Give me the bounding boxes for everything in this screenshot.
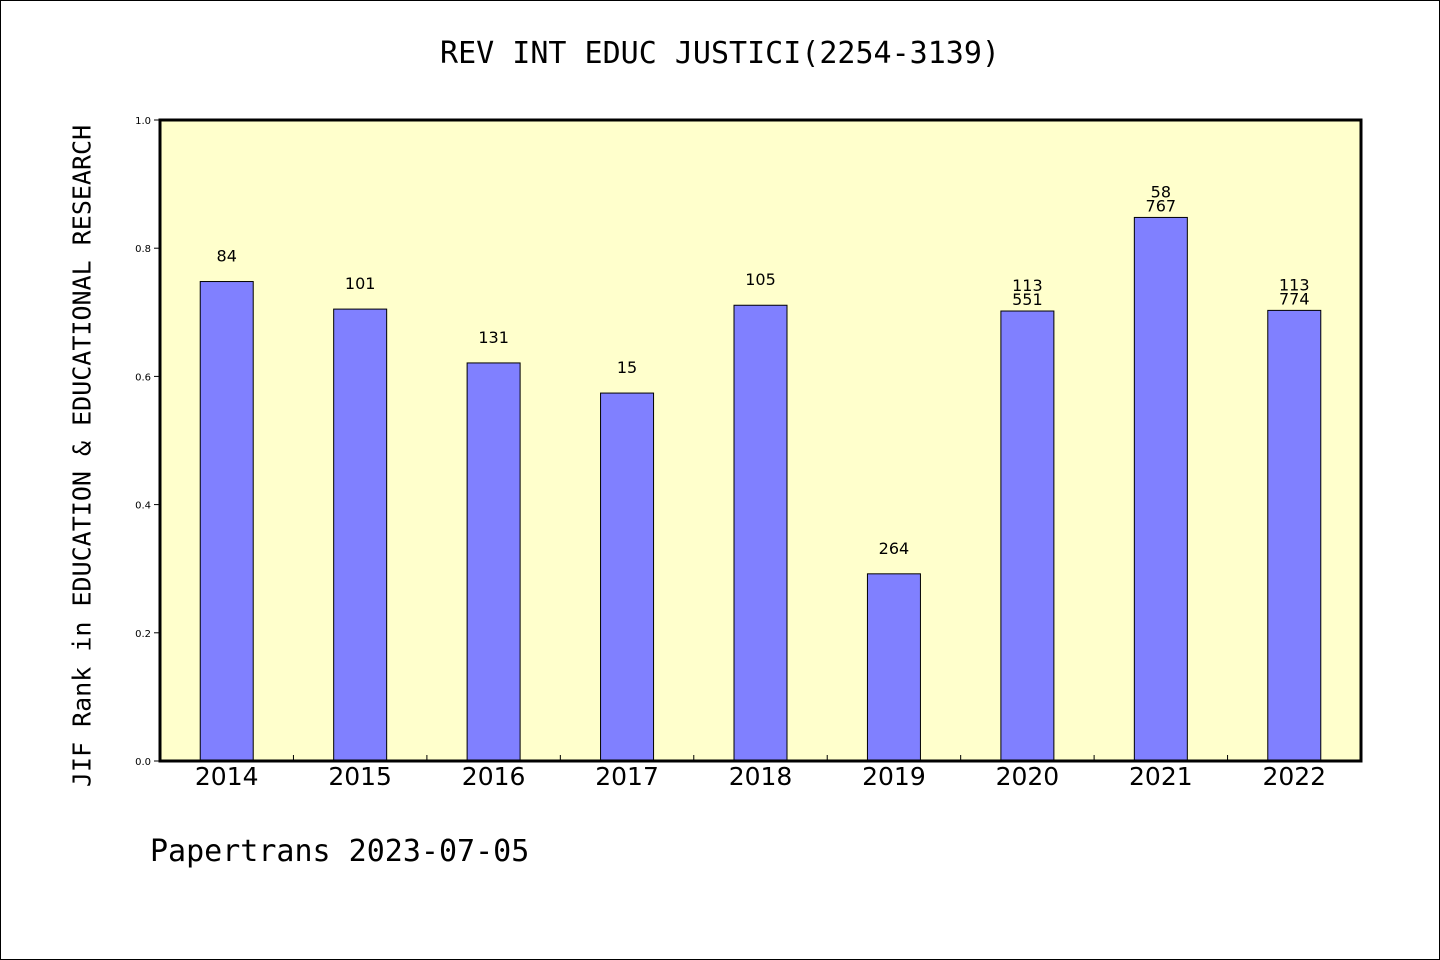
bar-2021 <box>1133 216 1188 762</box>
bars-group <box>199 216 1322 762</box>
y-tick-label-0.4: 0.4 <box>135 501 151 512</box>
x-tick-label-2020: 2020 <box>996 762 1060 791</box>
bar-label-2017-0: 15 <box>617 358 637 377</box>
chart-title: REV INT EDUC JUSTICI(2254-3139) <box>440 36 1000 71</box>
x-tick-label-2019: 2019 <box>862 762 926 791</box>
plot-border <box>158 118 1363 763</box>
bar-label-2020-1: 551 <box>1012 290 1043 309</box>
y-tick-label-0.8: 0.8 <box>135 244 151 255</box>
bar-2022 <box>1267 309 1322 762</box>
bar-label-2014-0: 84 <box>217 247 237 266</box>
bar-label-2021-1: 767 <box>1146 196 1177 215</box>
x-axis: 2014 2015 2016 2017 2018 2019 2020 2021 2022 <box>195 755 1326 791</box>
bar-label-2021-0: 58 <box>1151 182 1171 201</box>
bar-label-2016-0: 131 <box>478 328 509 347</box>
bar-label-2019-0: 264 <box>879 539 910 558</box>
y-tick-label-1.0: 1.0 <box>135 116 151 127</box>
bar-2017 <box>600 392 655 762</box>
bar-label-2018-0: 105 <box>745 270 776 289</box>
bar-2018 <box>733 304 788 762</box>
bar-label-2022-1: 774 <box>1279 289 1310 308</box>
x-tick-label-2015: 2015 <box>328 762 392 791</box>
x-tick-label-2018: 2018 <box>729 762 793 791</box>
footer-credit: Papertrans 2023-07-05 <box>150 834 530 869</box>
bar-2016 <box>466 362 521 762</box>
bar-label-2015-0: 101 <box>345 274 376 293</box>
x-tick-label-2022: 2022 <box>1262 762 1326 791</box>
y-axis: 0.0 0.2 0.4 0.6 0.8 1.0 <box>135 116 160 768</box>
x-tick-label-2014: 2014 <box>195 762 259 791</box>
bar-2015 <box>333 308 388 762</box>
x-tick-label-2016: 2016 <box>462 762 526 791</box>
y-tick-label-0.0: 0.0 <box>135 757 151 768</box>
y-tick-label-0.6: 0.6 <box>135 372 151 383</box>
x-tick-label-2021: 2021 <box>1129 762 1193 791</box>
bar-2019 <box>866 573 921 762</box>
bar-label-2022-0: 113 <box>1279 275 1310 294</box>
bar-label-2020-0: 113 <box>1012 276 1043 295</box>
x-tick-label-2017: 2017 <box>595 762 659 791</box>
y-tick-label-0.2: 0.2 <box>135 629 151 640</box>
bar-2020 <box>1000 310 1055 762</box>
bar-2014 <box>199 281 254 762</box>
